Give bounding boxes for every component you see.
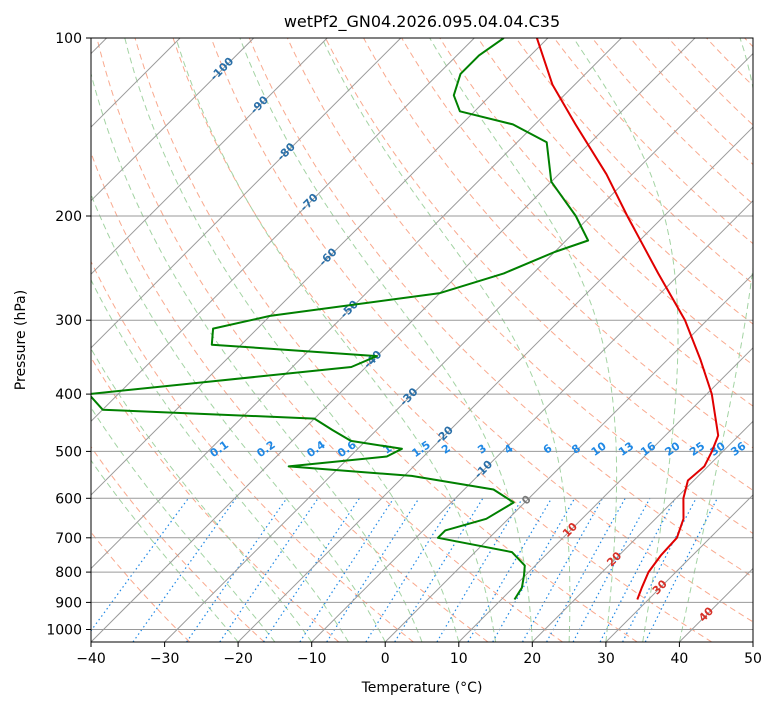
dry-adiabat-line — [172, 38, 713, 642]
y-tick-label: 500 — [55, 444, 82, 460]
dry-adiabat-line — [591, 38, 753, 205]
isotherm-line — [311, 199, 753, 642]
dry-adiabat-line — [325, 38, 753, 491]
y-tick-label: 1000 — [46, 623, 82, 639]
moist-adiabat-line — [429, 38, 618, 642]
x-tick-label: 10 — [450, 651, 468, 667]
isotherm-line — [91, 38, 622, 570]
moist-adiabat-line — [321, 38, 571, 642]
dry-adiabat-line — [91, 260, 414, 642]
x-tick-label: 30 — [597, 651, 615, 667]
x-tick-label: −40 — [76, 651, 106, 667]
moist-adiabat-line — [91, 193, 386, 642]
mixing-ratio-line — [436, 497, 524, 642]
moist-adiabat-line — [239, 38, 533, 642]
moist-adiabat-line — [573, 38, 679, 642]
mixing-ratio-lines — [91, 497, 718, 642]
isotherms — [91, 38, 753, 642]
isotherm-line — [91, 38, 255, 202]
mixing-ratio-line — [262, 497, 360, 642]
x-tick-label: 40 — [670, 651, 688, 667]
mixing-ratio-line — [492, 497, 576, 642]
x-tick-label: 20 — [523, 651, 541, 667]
y-tick-label: 200 — [55, 209, 82, 225]
plot-area: 0.1 0.2 0.4 0.6 1 1.5 2 3 4 6 8 10 13 16 20 25 30 36-100-… — [91, 38, 753, 642]
y-axis: 1000 900 800 700 600 500 400 300 200 100 — [46, 31, 91, 639]
isotherm-line — [605, 494, 753, 642]
x-tick-label: −20 — [223, 651, 253, 667]
isotherm-line — [91, 38, 696, 642]
y-tick-label: 700 — [55, 531, 82, 547]
mixing-ratio-line — [572, 498, 651, 642]
chart-title: wetPf2_GN04.2026.095.04.04.C35 — [284, 12, 560, 32]
dry-adiabat-line — [401, 38, 753, 407]
dry-adiabat-line — [629, 38, 753, 166]
moist-adiabat-line — [91, 406, 276, 642]
mixing-ratio-line — [299, 497, 395, 642]
dry-adiabat-line — [96, 38, 563, 642]
sounding-profiles — [91, 38, 720, 601]
isotherm-line — [91, 38, 402, 349]
x-tick-label: −30 — [150, 651, 180, 667]
y-tick-label: 400 — [55, 387, 82, 403]
mixing-ratio-line — [219, 497, 319, 642]
moist-adiabat-line — [175, 38, 497, 642]
mixing-ratio-line — [546, 498, 626, 642]
y-tick-label: 100 — [55, 31, 82, 47]
moist-adiabat-line — [91, 278, 349, 642]
isotherm-line — [164, 52, 753, 642]
x-tick-label: 50 — [744, 651, 762, 667]
dry-adiabat-line — [515, 38, 753, 285]
isotherm-line — [458, 347, 753, 642]
plot-frame — [90, 37, 754, 643]
dry-adiabat-line — [134, 38, 638, 642]
mixing-ratio-line — [91, 497, 189, 632]
moist-adiabat-line — [91, 459, 239, 642]
x-axis: −40 −30 −20 −10 0 10 20 30 40 50 — [76, 642, 762, 667]
dry-adiabat-line — [477, 38, 753, 325]
dry-adiabat-line — [91, 445, 265, 642]
dewpoint-profile-line — [91, 38, 590, 601]
mixing-ratio-line — [326, 497, 420, 642]
y-axis-title: Pressure (hPa) — [13, 290, 29, 390]
mixing-ratio-line — [467, 497, 553, 642]
isotherm-line — [531, 420, 753, 642]
isotherm-line — [91, 38, 549, 496]
y-tick-label: 900 — [55, 595, 82, 611]
y-tick-label: 600 — [55, 491, 82, 507]
isotherm-line — [384, 273, 753, 642]
x-tick-label: 0 — [381, 651, 390, 667]
isobars — [91, 38, 753, 630]
y-tick-label: 800 — [55, 565, 82, 581]
isotherm-line — [91, 38, 328, 275]
moist-adiabat-line — [678, 38, 753, 642]
mixing-ratio-line — [599, 498, 676, 642]
dry-adiabat-line — [210, 38, 753, 623]
moist-adiabat-line — [91, 71, 423, 642]
dry-adiabat-line — [286, 38, 753, 535]
mixing-ratio-line — [365, 497, 457, 642]
temperature-profile-line — [535, 38, 720, 600]
isotherm-line — [237, 126, 753, 642]
dry-adiabat-line — [248, 38, 753, 578]
moist-adiabat-line — [124, 38, 460, 642]
y-tick-label: 300 — [55, 313, 82, 329]
x-axis-title: Temperature (°C) — [361, 680, 483, 696]
x-tick-label: −10 — [297, 651, 327, 667]
isotherm-line — [91, 38, 475, 423]
mixing-ratio-line — [521, 497, 604, 642]
